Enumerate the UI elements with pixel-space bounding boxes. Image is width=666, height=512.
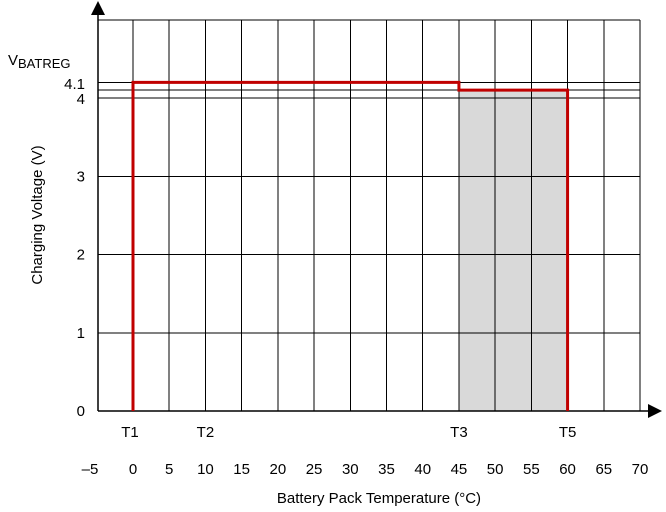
x-tick-label: 45 <box>451 461 468 478</box>
series-line <box>131 80 570 411</box>
x-tick-label: 25 <box>306 461 323 478</box>
x-tick-label: 10 <box>197 461 214 478</box>
x-tick-label: 55 <box>523 461 540 478</box>
y-tick-label: 1 <box>77 325 85 342</box>
x-tick-label: 40 <box>414 461 431 478</box>
threshold-label: T1 <box>121 424 139 441</box>
shaded-region <box>458 90 568 412</box>
x-tick-label: 50 <box>487 461 504 478</box>
vbatreg-label-main: V <box>8 52 18 69</box>
vbatreg-label: VBATREG <box>8 52 71 71</box>
x-axis-arrow <box>648 404 662 418</box>
label-layer: VBATREG Battery Pack Temperature (°C) Ch… <box>8 52 648 507</box>
x-tick-label: 35 <box>378 461 395 478</box>
threshold-label: T2 <box>197 424 215 441</box>
x-tick-label: –5 <box>82 461 99 478</box>
x-tick-label: 20 <box>270 461 287 478</box>
x-tick-label: 0 <box>129 461 137 478</box>
x-tick-label: 70 <box>632 461 649 478</box>
x-tick-label: 5 <box>165 461 173 478</box>
x-tick-label: 60 <box>559 461 576 478</box>
series-layer <box>131 80 570 411</box>
threshold-label: T5 <box>559 424 577 441</box>
x-tick-label: 15 <box>233 461 250 478</box>
axis-layer <box>91 1 662 418</box>
vbatreg-label-sub: BATREG <box>18 56 71 71</box>
y-axis-title: Charging Voltage (V) <box>29 145 46 284</box>
x-tick-label: 65 <box>595 461 612 478</box>
shaded-region-layer <box>458 90 568 412</box>
y-tick-label: 2 <box>77 247 85 264</box>
y-tick-label: 4.1 <box>64 76 85 93</box>
x-axis-title: Battery Pack Temperature (°C) <box>277 490 481 507</box>
threshold-label: T3 <box>450 424 468 441</box>
y-tick-label: 3 <box>77 168 85 185</box>
y-tick-label: 4 <box>77 91 85 108</box>
y-tick-label: 0 <box>77 403 85 420</box>
x-tick-label: 30 <box>342 461 359 478</box>
y-axis-arrow <box>91 1 105 15</box>
